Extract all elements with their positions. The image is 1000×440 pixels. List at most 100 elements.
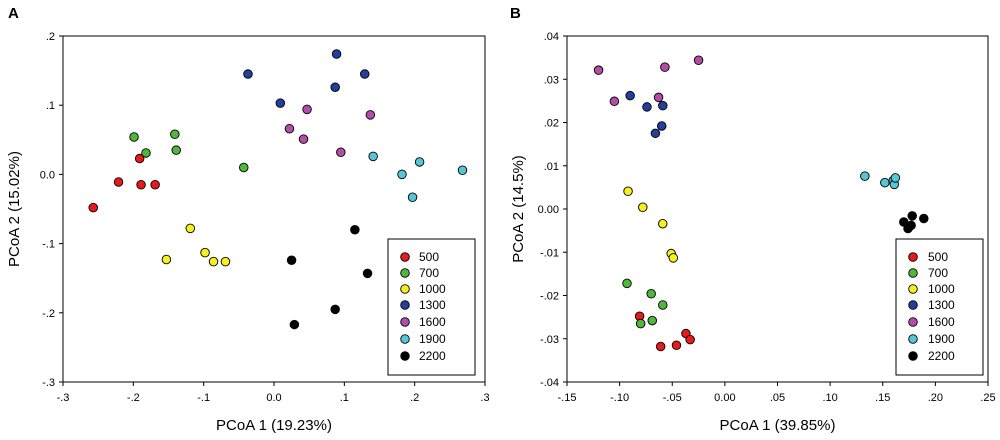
legend-label-500: 500 <box>419 250 439 264</box>
y-tick-label: 0.00 <box>538 204 559 216</box>
y-axis-title: PCoA 2 (14.5%) <box>510 155 527 263</box>
legend-label-700: 700 <box>419 266 439 280</box>
data-point-1000 <box>200 247 210 258</box>
data-point-2200 <box>919 213 929 224</box>
legend-marker-700 <box>908 268 918 278</box>
y-tick-label: -.02 <box>540 291 559 303</box>
legend-marker-1300 <box>908 300 918 310</box>
data-point-1300 <box>359 69 370 79</box>
legend-marker-1600 <box>400 317 410 327</box>
x-tick-label: .10 <box>822 392 837 404</box>
y-axis-title: PCoA 2 (15.02%) <box>6 151 23 267</box>
data-point-500 <box>150 180 160 190</box>
data-point-1900 <box>407 192 418 202</box>
data-point-1900 <box>368 151 378 162</box>
x-tick-label: .3 <box>480 392 489 404</box>
legend-label-1900: 1900 <box>928 332 955 346</box>
x-tick-label: -.15 <box>558 392 577 404</box>
data-point-1900 <box>457 165 468 175</box>
data-point-500 <box>685 334 695 345</box>
data-point-1300 <box>650 128 661 139</box>
legend-label-500: 500 <box>928 250 948 264</box>
data-point-700 <box>647 315 658 326</box>
x-tick-label: -.3 <box>57 392 70 404</box>
y-tick-label: .02 <box>544 118 559 130</box>
legend-label-2200: 2200 <box>419 349 446 363</box>
panel-label: B <box>510 5 521 22</box>
x-tick-label: 0.0 <box>266 392 281 404</box>
data-point-700 <box>129 132 139 142</box>
data-point-2200 <box>907 211 917 221</box>
data-point-1900 <box>860 171 870 181</box>
data-point-1000 <box>658 218 668 229</box>
data-point-1000 <box>185 223 196 234</box>
y-tick-label: -.01 <box>540 247 559 259</box>
data-point-1600 <box>284 123 295 134</box>
panel-a: A -.3 -.2 -.1 0.0 .1 .2 .3 -.3 -.2 -.1 0.0 .1 .2 PCoA… <box>6 5 490 434</box>
legend-label-1000: 1000 <box>928 282 955 296</box>
y-tick-label: -.04 <box>540 377 559 389</box>
legend-marker-2200 <box>400 351 410 361</box>
data-point-1300 <box>658 100 668 111</box>
data-point-1300 <box>243 69 253 79</box>
data-point-1300 <box>625 90 635 101</box>
data-point-1600 <box>609 96 620 107</box>
y-tick-label: .2 <box>46 31 55 43</box>
legend-label-1600: 1600 <box>928 315 955 329</box>
data-point-700 <box>141 148 151 158</box>
legend-label-1900: 1900 <box>419 332 446 346</box>
data-point-700 <box>646 289 656 299</box>
data-point-1900 <box>414 157 425 167</box>
y-tick-label: 0.0 <box>40 169 55 181</box>
x-axis-title: PCoA 1 (39.85%) <box>720 417 836 434</box>
data-point-1000 <box>161 254 172 265</box>
legend-marker-500 <box>908 252 918 262</box>
x-tick-label: .20 <box>928 392 943 404</box>
data-point-1300 <box>331 49 342 59</box>
data-point-1900 <box>397 169 407 180</box>
data-point-1600 <box>593 65 604 75</box>
data-point-500 <box>136 180 146 190</box>
legend-marker-1300 <box>400 300 410 310</box>
legend-marker-1000 <box>400 284 410 294</box>
data-point-1000 <box>638 202 648 213</box>
x-tick-label: .2 <box>410 392 419 404</box>
data-point-1900 <box>880 177 890 188</box>
data-point-1900 <box>890 173 901 183</box>
y-tick-label: -.3 <box>42 377 55 389</box>
data-point-2200 <box>362 268 373 279</box>
data-point-2200 <box>350 225 360 235</box>
x-tick-label: -.2 <box>127 392 140 404</box>
data-point-700 <box>622 278 632 289</box>
panel-b: B -.15 -.10 -.05 0.00 .05 .10 .15 .20 .25 -.04 -.0… <box>510 5 996 434</box>
data-point-700 <box>171 145 181 155</box>
data-point-700 <box>170 129 180 140</box>
panel-label: A <box>8 5 19 22</box>
y-tick-label: .01 <box>544 161 559 173</box>
data-point-1600 <box>653 92 664 103</box>
data-point-500 <box>113 177 124 187</box>
data-point-1600 <box>336 147 346 158</box>
legend-marker-1000 <box>908 284 918 294</box>
data-point-2200 <box>286 255 297 265</box>
data-point-1000 <box>668 253 679 263</box>
data-point-500 <box>88 202 98 213</box>
y-tick-label: -.03 <box>540 334 559 346</box>
data-point-1000 <box>220 256 231 267</box>
data-point-700 <box>239 162 249 173</box>
data-point-1600 <box>365 110 376 120</box>
legend-marker-1900 <box>908 334 918 344</box>
data-point-500 <box>671 340 682 350</box>
x-tick-label: -.1 <box>197 392 210 404</box>
y-tick-label: -.1 <box>42 239 55 251</box>
data-point-1300 <box>330 82 340 92</box>
x-axis-title: PCoA 1 (19.23%) <box>216 417 332 434</box>
data-point-500 <box>655 341 666 352</box>
data-point-500 <box>134 153 145 164</box>
x-tick-label: -.10 <box>610 392 629 404</box>
data-point-2200 <box>289 319 300 330</box>
legend-marker-700 <box>400 268 410 278</box>
data-point-1600 <box>660 62 670 72</box>
legend-label-1300: 1300 <box>419 298 446 312</box>
